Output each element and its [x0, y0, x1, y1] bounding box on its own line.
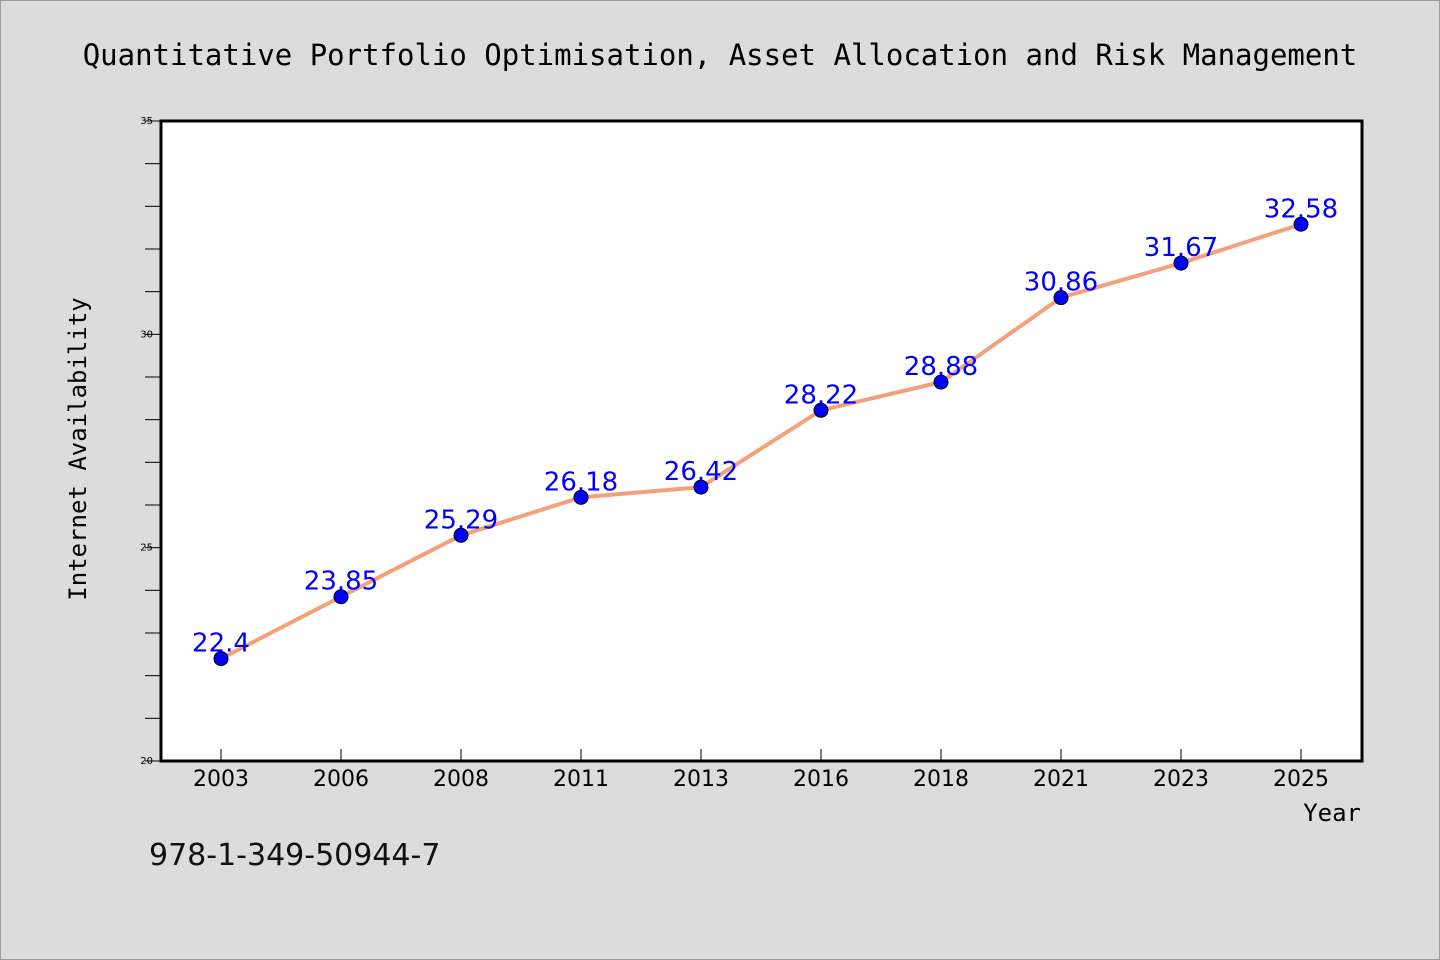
y-tick-label: 30 [140, 329, 153, 340]
data-point [1173, 255, 1189, 271]
y-axis-label: Internet Availability [64, 297, 92, 600]
series-line-group [219, 222, 1303, 661]
x-tick-label: 2003 [193, 767, 249, 792]
data-point [693, 479, 709, 495]
y-tick-label: 35 [140, 116, 153, 127]
data-label: 26.18 [544, 467, 618, 497]
data-label: 26.42 [664, 457, 738, 487]
x-tick-label: 2021 [1033, 767, 1089, 792]
x-axis-label: Year [1303, 799, 1361, 827]
y-tick-label: 20 [140, 756, 153, 767]
data-labels: 22.4 23.85 25.29 26.18 26.42 28.22 28.88 30.86 3… [192, 194, 1338, 658]
plot-area [159, 119, 1364, 763]
data-point [1053, 290, 1069, 306]
x-tick-label: 2006 [313, 767, 369, 792]
y-axis: 20 25 30 35 [140, 116, 161, 767]
data-label: 28.88 [904, 352, 978, 382]
x-tick-label: 2023 [1153, 767, 1209, 792]
y-tick-label: 25 [140, 543, 153, 554]
data-label: 30.86 [1024, 268, 1098, 298]
data-point [573, 489, 589, 505]
data-point [933, 374, 949, 390]
x-tick-label: 2011 [553, 767, 609, 792]
data-label: 28.22 [784, 380, 858, 410]
x-tick-label: 2013 [673, 767, 729, 792]
x-tick-label: 2016 [793, 767, 849, 792]
x-tick-label: 2025 [1273, 767, 1329, 792]
data-markers [213, 216, 1309, 667]
chart-title: Quantitative Portfolio Optimisation, Ass… [83, 38, 1358, 72]
data-point [333, 589, 349, 605]
data-point [213, 651, 229, 667]
data-point [1293, 216, 1309, 232]
data-label: 23.85 [304, 567, 378, 597]
x-axis: 2003 2006 2008 2011 2013 2016 2018 2021 2023 2025 [193, 749, 1329, 792]
data-label: 22.4 [192, 629, 250, 659]
data-point [453, 527, 469, 543]
data-label: 25.29 [424, 505, 498, 535]
series-line [219, 222, 1303, 661]
x-tick-label: 2008 [433, 767, 489, 792]
isbn-label: 978-1-349-50944-7 [149, 838, 440, 873]
x-tick-label: 2018 [913, 767, 969, 792]
data-point [813, 402, 829, 418]
data-label: 32.58 [1264, 194, 1338, 224]
data-label: 31.67 [1144, 233, 1218, 263]
